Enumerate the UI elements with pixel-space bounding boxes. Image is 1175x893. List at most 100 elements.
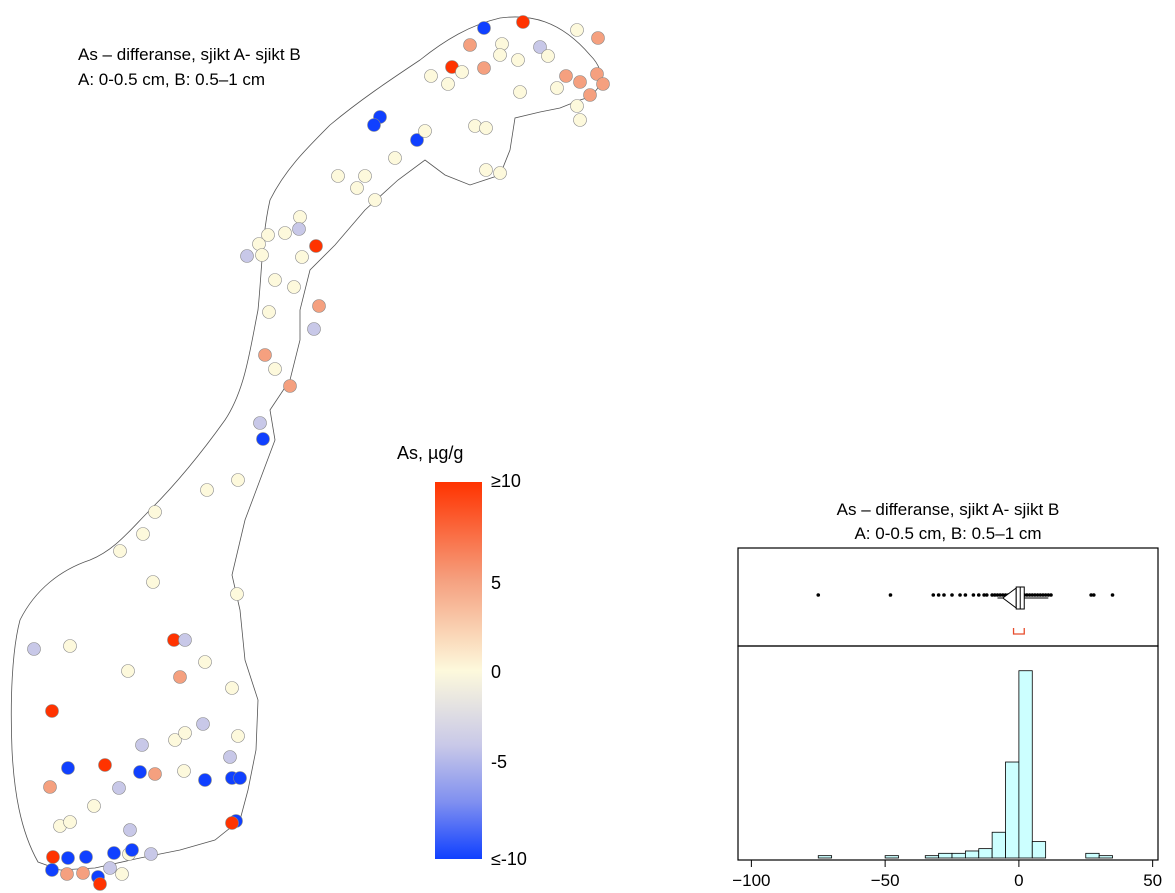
histogram-bar	[991, 831, 1006, 859]
sample-point	[79, 850, 93, 864]
strip-point	[942, 593, 946, 597]
sample-point	[573, 75, 587, 89]
sample-point	[198, 773, 212, 787]
strip-point	[816, 593, 821, 597]
sample-point	[262, 305, 276, 319]
sample-point	[418, 124, 432, 138]
legend-tick-neg5: -5	[491, 752, 508, 772]
sample-point	[455, 65, 469, 79]
sample-point	[268, 273, 282, 287]
sample-point	[98, 758, 112, 772]
strip-point	[1035, 593, 1040, 597]
sample-point	[230, 587, 244, 601]
sample-point	[253, 416, 267, 430]
mean-ci-bracket	[1012, 628, 1025, 635]
sample-point	[358, 169, 372, 183]
histogram-bar	[951, 852, 966, 859]
sample-point	[136, 527, 150, 541]
chart-title: As – differanse, sjikt A- sjikt B	[836, 500, 1060, 519]
histogram-bar	[884, 855, 899, 859]
sample-point	[61, 851, 75, 865]
histogram-bar	[924, 855, 940, 859]
sample-point	[583, 88, 597, 102]
sample-point	[240, 249, 254, 263]
sample-point	[178, 633, 192, 647]
sample-point	[368, 193, 382, 207]
strip-point	[995, 593, 1000, 597]
sample-point	[590, 67, 604, 81]
sample-point	[559, 69, 573, 83]
sample-point	[493, 48, 507, 62]
sample-point	[573, 113, 587, 127]
x-tick-label: −50	[871, 871, 900, 890]
strip-point	[976, 593, 981, 597]
sample-point	[125, 843, 139, 857]
sample-point	[43, 780, 57, 794]
sample-point	[231, 473, 245, 487]
strip-point	[1110, 593, 1115, 597]
sample-point	[479, 163, 493, 177]
sample-point	[312, 299, 326, 313]
sample-point	[511, 53, 525, 67]
sample-point	[513, 85, 527, 99]
sample-point	[410, 133, 424, 147]
sample-point	[493, 166, 507, 180]
sample-point	[93, 877, 107, 891]
sample-point	[350, 181, 364, 195]
sample-point	[278, 226, 292, 240]
histogram-bar	[964, 850, 980, 859]
sample-point	[196, 717, 210, 731]
sample-point	[258, 348, 272, 362]
sample-point	[441, 77, 455, 91]
histogram-bar	[817, 855, 833, 859]
sample-point	[268, 362, 282, 376]
sample-point	[103, 861, 117, 875]
chart-marks: −100 −50 0 50	[732, 586, 1162, 890]
sample-point	[27, 642, 41, 656]
sample-point	[283, 379, 297, 393]
sample-point	[541, 49, 555, 63]
sample-point	[256, 432, 270, 446]
sample-point	[424, 69, 438, 83]
legend-tick-5: 5	[491, 573, 502, 593]
histogram-bar	[1005, 761, 1020, 859]
histogram-bar	[1031, 841, 1047, 859]
x-tick-label: 50	[1143, 871, 1162, 890]
chart-subtitle: A: 0-0.5 cm, B: 0.5–1 cm	[854, 524, 1042, 543]
strip-point	[1089, 593, 1093, 597]
strip-point	[984, 593, 989, 597]
strip-point	[1038, 593, 1043, 597]
sample-point	[596, 77, 610, 91]
sample-point	[550, 81, 564, 95]
sample-point	[177, 764, 191, 778]
histogram-bar	[978, 848, 993, 859]
strip-point	[1033, 593, 1037, 597]
sample-point	[225, 816, 239, 830]
sample-point	[123, 823, 137, 837]
sample-point	[477, 61, 491, 75]
sample-point	[533, 40, 547, 54]
boxplot-notch	[1002, 587, 1017, 609]
sample-point	[570, 99, 584, 113]
strip-point	[982, 593, 986, 597]
strip-point	[1049, 593, 1053, 597]
sample-point	[168, 733, 182, 747]
norway-coastline	[10, 16, 602, 871]
sample-point	[87, 799, 101, 813]
strip-point	[993, 593, 997, 597]
sample-point	[133, 765, 147, 779]
sample-point	[135, 738, 149, 752]
sample-point	[63, 815, 77, 829]
strip-point	[936, 593, 941, 597]
sample-point	[63, 639, 77, 653]
strip-point	[990, 593, 994, 597]
strip-point	[1027, 593, 1032, 597]
strip-point	[998, 593, 1002, 597]
sample-point	[591, 31, 605, 45]
sample-point	[367, 118, 381, 132]
strip-point	[1025, 593, 1029, 597]
sample-point	[148, 767, 162, 781]
sample-point	[223, 750, 237, 764]
sample-point	[516, 15, 530, 29]
map-title: As – differanse, sjikt A- sjikt B A: 0-0…	[78, 42, 301, 92]
